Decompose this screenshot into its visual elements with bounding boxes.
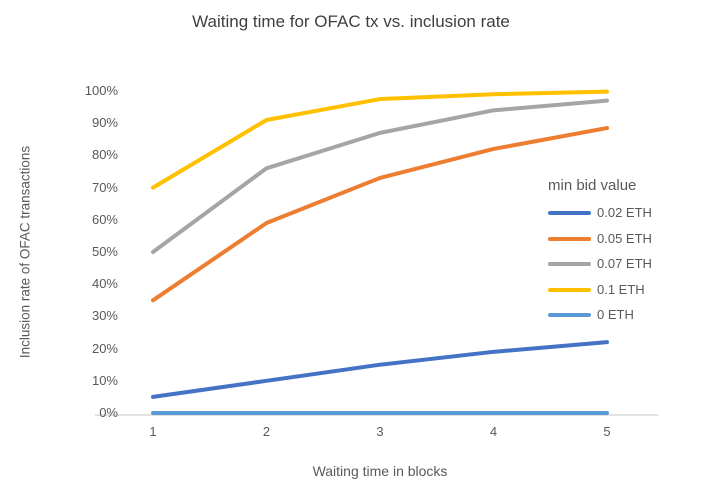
x-tick-label: 1	[149, 424, 157, 439]
y-tick-label: 80%	[91, 147, 118, 163]
legend-swatch-0-1-ETH	[548, 287, 591, 292]
series-line-0-07-ETH	[151, 98, 609, 254]
legend-title: min bid value	[548, 177, 637, 194]
x-tick-label: 4	[489, 424, 498, 439]
y-tick-label: 50%	[91, 244, 118, 259]
y-tick-label: 0%	[99, 405, 118, 420]
legend-swatch-0-ETH	[548, 313, 591, 317]
x-axis-title: Waiting time in blocks	[312, 463, 448, 479]
y-tick-label: 20%	[91, 340, 118, 356]
y-axis-title: Inclusion rate of OFAC transactions	[17, 145, 33, 359]
y-tick-label: 100%	[84, 83, 118, 98]
legend-swatch-0-07-ETH	[548, 262, 591, 266]
y-tick-label: 30%	[91, 308, 118, 324]
x-tick-label: 2	[262, 424, 271, 439]
x-tick-label: 3	[376, 424, 384, 439]
series-line-0-05-ETH	[151, 126, 609, 303]
y-tick-label: 10%	[91, 372, 118, 388]
legend-swatch-0-05-ETH	[548, 236, 591, 241]
series-line-0-1-ETH	[151, 89, 609, 190]
y-tick-label: 60%	[91, 211, 118, 227]
legend-swatch-0-02-ETH	[548, 211, 591, 215]
legend-label: 0.02 ETH	[597, 205, 652, 220]
y-tick-label: 40%	[91, 276, 118, 292]
legend-label: 0 ETH	[597, 307, 634, 322]
legend-label: 0.1 ETH	[597, 281, 645, 297]
legend-label: 0.07 ETH	[597, 256, 652, 271]
y-tick-label: 90%	[91, 115, 118, 131]
series-line-0-02-ETH	[151, 340, 609, 399]
y-tick-label: 70%	[91, 179, 118, 195]
x-tick-label: 5	[603, 424, 611, 439]
chart-title: Waiting time for OFAC tx vs. inclusion r…	[192, 12, 510, 31]
legend-label: 0.05 ETH	[597, 230, 652, 246]
